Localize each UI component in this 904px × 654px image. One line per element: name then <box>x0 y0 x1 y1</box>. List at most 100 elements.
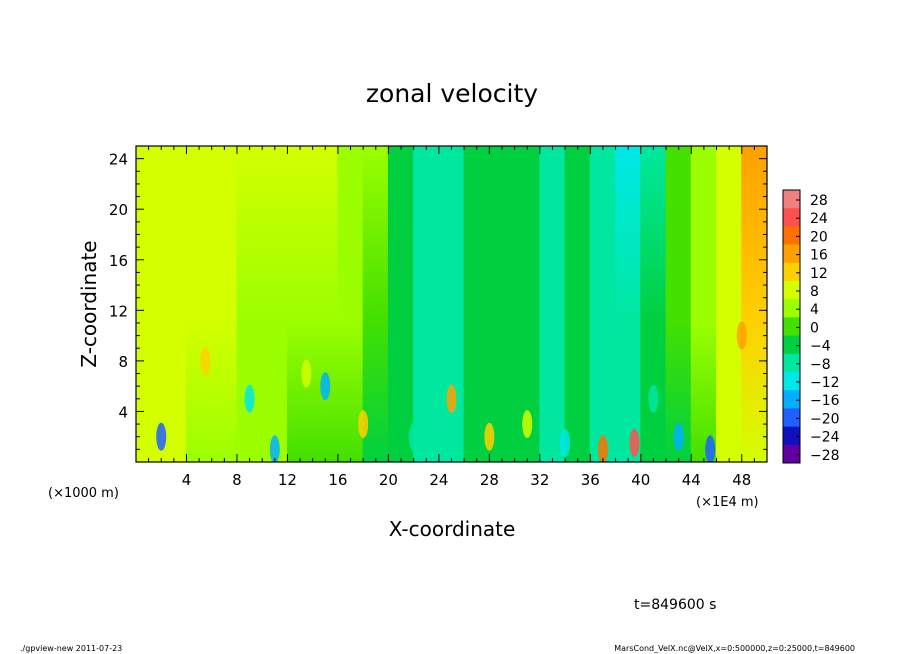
velocity-anomaly <box>736 321 747 350</box>
x-axis-ticks: 4 8 12 16 20 24 28 32 36 40 44 48 <box>148 146 755 489</box>
y-tick-label: 24 <box>109 151 128 169</box>
velocity-column <box>211 146 238 462</box>
velocity-column <box>716 146 743 462</box>
colorbar-label: −28 <box>810 448 840 464</box>
velocity-anomaly <box>522 410 533 439</box>
colorbar: 28 24 20 16 12 8 4 0 −4 −8 −12 −16 −20 −24 −28 <box>782 189 840 464</box>
x-unit-left: (×1000 m) <box>48 486 119 501</box>
velocity-anomaly <box>358 410 369 439</box>
source-label: MarsCond_VelX.nc@VelX,x=0:500000,z=0:250… <box>614 644 855 653</box>
colorbar-label: 24 <box>810 211 828 227</box>
colorbar-label: −24 <box>810 430 840 446</box>
velocity-column <box>362 146 389 462</box>
x-tick-label: 20 <box>379 471 398 489</box>
colorbar-swatch <box>783 444 800 464</box>
velocity-column <box>564 146 591 462</box>
velocity-anomaly <box>408 422 419 451</box>
x-tick-label: 28 <box>480 471 499 489</box>
velocity-column <box>337 146 364 462</box>
velocity-anomaly <box>269 435 280 462</box>
y-axis-label: Z-coordinate <box>77 240 101 367</box>
velocity-column <box>261 146 288 462</box>
colorbar-label: −4 <box>810 339 831 355</box>
velocity-anomaly <box>320 372 331 401</box>
velocity-column <box>160 146 187 462</box>
colorbar-label: −16 <box>810 393 840 409</box>
x-tick-label: 8 <box>232 471 242 489</box>
velocity-column <box>615 146 642 462</box>
colorbar-swatch <box>783 281 800 300</box>
x-tick-label: 4 <box>182 471 192 489</box>
velocity-column <box>665 146 692 462</box>
x-tick-label: 32 <box>530 471 549 489</box>
y-tick-label: 4 <box>118 403 128 421</box>
velocity-anomaly <box>200 346 211 375</box>
program-label: ./gpview-new 2011-07-23 <box>20 644 122 653</box>
velocity-anomaly <box>156 422 167 451</box>
velocity-anomaly <box>648 384 659 413</box>
velocity-column <box>488 146 516 462</box>
x-tick-label: 12 <box>278 471 297 489</box>
colorbar-label: −20 <box>810 411 840 427</box>
colorbar-label: 20 <box>810 229 828 245</box>
colorbar-swatch <box>783 244 800 264</box>
velocity-column <box>413 146 440 462</box>
velocity-anomaly <box>244 384 255 413</box>
colorbar-label: 0 <box>810 320 819 336</box>
y-tick-label: 16 <box>109 252 128 270</box>
colorbar-swatch <box>783 299 800 318</box>
x-tick-label: 44 <box>682 471 701 489</box>
colorbar-swatch <box>783 390 800 409</box>
velocity-column <box>438 146 465 462</box>
velocity-column <box>286 146 314 462</box>
chart-title: zonal velocity <box>366 79 538 108</box>
velocity-anomaly <box>597 435 608 462</box>
colorbar-label: 28 <box>810 193 828 209</box>
colorbar-label: −8 <box>810 357 831 373</box>
velocity-column <box>312 146 339 462</box>
velocity-column <box>741 146 767 462</box>
colorbar-label: 12 <box>810 266 828 282</box>
colorbar-swatch <box>783 335 800 355</box>
colorbar-swatch <box>783 190 800 209</box>
velocity-column <box>185 146 213 462</box>
x-axis-label: X-coordinate <box>389 517 516 541</box>
x-tick-label: 40 <box>631 471 650 489</box>
velocity-column <box>236 146 263 462</box>
velocity-anomaly <box>629 429 640 458</box>
velocity-column <box>387 146 415 462</box>
x-tick-label: 36 <box>581 471 600 489</box>
colorbar-swatch <box>783 226 800 245</box>
velocity-anomaly <box>484 422 495 451</box>
colorbar-swatch <box>783 372 800 391</box>
velocity-column <box>463 146 490 462</box>
velocity-column <box>690 146 718 462</box>
velocity-anomaly <box>446 384 457 413</box>
velocity-column <box>136 146 162 462</box>
colorbar-swatch <box>783 262 800 282</box>
velocity-anomaly <box>560 429 571 458</box>
x-unit-right: (×1E4 m) <box>696 495 759 510</box>
y-tick-label: 12 <box>109 302 128 320</box>
y-axis-ticks: 4 8 12 16 20 24 <box>109 151 767 450</box>
colorbar-label: 16 <box>810 248 828 264</box>
colorbar-swatch <box>783 353 800 373</box>
colorbar-swatch <box>783 426 800 446</box>
velocity-anomaly <box>673 422 684 451</box>
velocity-column <box>514 146 541 462</box>
colorbar-label: 8 <box>810 284 819 300</box>
plot-area <box>135 145 768 463</box>
velocity-anomaly <box>705 435 716 462</box>
velocity-anomaly <box>301 359 312 388</box>
colorbar-swatch <box>783 408 800 427</box>
y-tick-label: 20 <box>109 201 128 219</box>
x-tick-label: 48 <box>732 471 751 489</box>
colorbar-label: 4 <box>810 302 819 318</box>
x-tick-label: 24 <box>429 471 448 489</box>
velocity-column <box>640 146 667 462</box>
colorbar-frame <box>782 189 801 464</box>
velocity-column <box>589 146 617 462</box>
colorbar-label: −12 <box>810 375 840 391</box>
time-label: t=849600 s <box>634 597 716 613</box>
